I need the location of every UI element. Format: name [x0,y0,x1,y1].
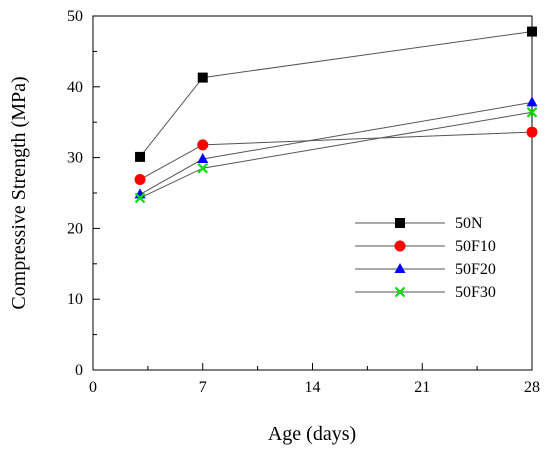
data-point [526,126,538,138]
series-markers [134,26,538,204]
data-point [197,72,208,83]
y-axis-title: Compressive Strength (MPa) [8,76,30,309]
data-point [526,107,538,118]
series-line [139,31,533,158]
plot-frame [92,15,533,371]
legend-label: 50F20 [455,261,496,278]
data-point [135,151,146,162]
y-tick-label: 30 [67,150,83,167]
legend-marker [394,263,406,273]
legend-label: 50F10 [455,238,496,255]
y-tick-label: 20 [67,220,83,237]
legend-label: 50F30 [455,284,496,301]
legend-marker [394,286,406,298]
x-tick-label: 14 [305,379,321,396]
data-point [526,96,538,107]
data-point [134,192,146,204]
legend-label: 50N [455,215,483,232]
data-point [197,139,209,151]
legend-marker [394,240,406,252]
y-tick-label: 50 [67,8,83,25]
x-tick-label: 7 [199,379,207,396]
x-tick-label: 21 [414,379,430,396]
axis-ticks: 0 10 20 30 40 50 0 7 14 21 28 [67,8,540,396]
x-tick-label: 0 [89,379,97,396]
series-line [139,111,533,199]
y-tick-label: 0 [75,362,83,379]
y-tick-label: 10 [67,291,83,308]
x-tick-label: 28 [524,379,540,396]
data-point [197,162,209,174]
y-tick-label: 40 [67,79,83,96]
x-axis-title: Age (days) [268,423,356,445]
legend: 50N 50F10 50F20 50F30 [355,215,496,301]
legend-marker [395,218,405,228]
data-point [134,174,146,186]
data-point [527,26,537,37]
data-point [197,153,209,164]
